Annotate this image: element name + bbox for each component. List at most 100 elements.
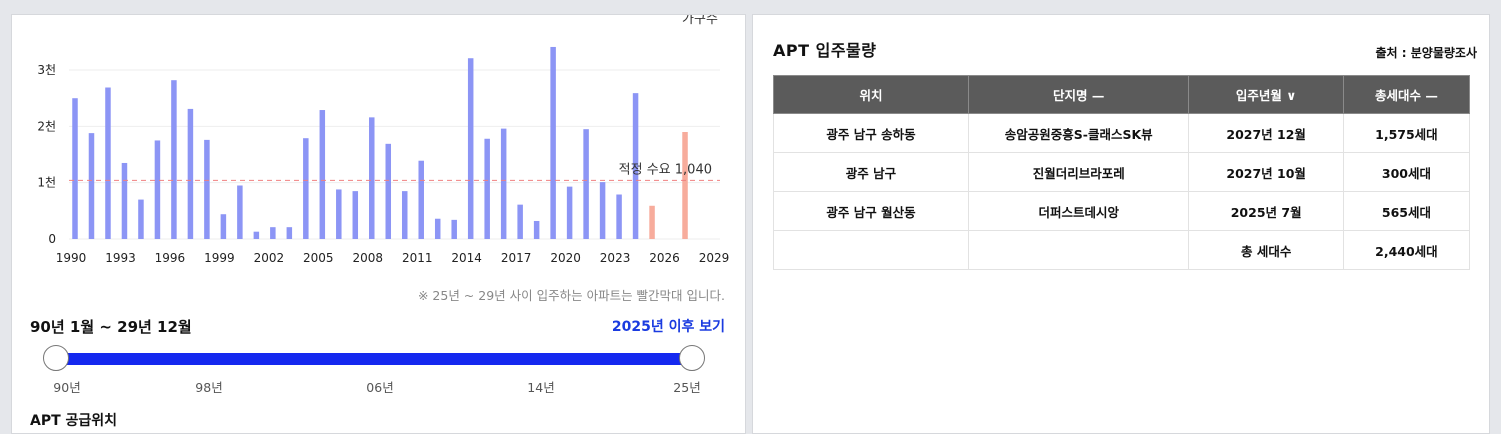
slider-tick-label: 14년 bbox=[527, 380, 555, 395]
bar-2025 bbox=[649, 205, 655, 239]
bar-2011 bbox=[418, 160, 424, 239]
cell-location: 광주 남구 bbox=[773, 152, 969, 192]
cell-complex: 더퍼스트데시앙 bbox=[967, 191, 1190, 231]
x-tick-label: 1999 bbox=[204, 251, 235, 265]
apt-table: 위치 단지명 — 입주년월 ∨ 총세대수 — 광주 남구 송하동 송암공원중흥S… bbox=[773, 75, 1471, 270]
x-tick-label: 1990 bbox=[56, 251, 87, 265]
cell-units: 1,575세대 bbox=[1342, 113, 1471, 153]
bar-2024 bbox=[632, 93, 639, 239]
bar-2016 bbox=[500, 128, 507, 239]
x-tick-label: 2008 bbox=[352, 251, 383, 265]
bar-2007 bbox=[352, 191, 359, 239]
col-location-label: 위치 bbox=[859, 88, 883, 103]
x-tick-label: 2023 bbox=[600, 251, 631, 265]
cell-date: 2027년 12월 bbox=[1188, 113, 1344, 153]
col-units-header[interactable]: 총세대수 — bbox=[1342, 75, 1471, 114]
bar-2009 bbox=[385, 143, 392, 239]
slider-tick-label: 98년 bbox=[195, 380, 223, 395]
bar-2000 bbox=[237, 185, 243, 239]
bar-2014 bbox=[467, 58, 474, 239]
bar-2020 bbox=[566, 186, 573, 239]
bar-2003 bbox=[286, 227, 293, 239]
range-slider-end-handle[interactable] bbox=[679, 345, 705, 371]
bar-2002 bbox=[270, 227, 276, 239]
cell-complex: 진월더리브라포레 bbox=[967, 152, 1190, 192]
table-row: 광주 남구 진월더리브라포레 2027년 10월 300세대 bbox=[773, 152, 1471, 192]
supply-location-title: APT 공급위치 bbox=[30, 413, 118, 429]
col-location-header: 위치 bbox=[773, 75, 969, 114]
x-tick-label: 2020 bbox=[550, 251, 581, 265]
y-tick-label: 0 bbox=[48, 232, 56, 246]
slider-tick-label: 90년 bbox=[53, 380, 81, 395]
range-slider-track[interactable] bbox=[56, 353, 692, 365]
table-header-row: 위치 단지명 — 입주년월 ∨ 총세대수 — bbox=[773, 75, 1471, 114]
bar-1990 bbox=[72, 98, 78, 239]
apt-title: APT 입주물량 bbox=[773, 41, 877, 60]
bar-1991 bbox=[88, 133, 95, 239]
col-complex-label[interactable]: 단지명 — bbox=[1053, 88, 1105, 103]
bar-2019 bbox=[550, 46, 556, 239]
bar-1999 bbox=[220, 214, 227, 239]
y-tick-label: 1천 bbox=[37, 175, 56, 190]
bar-2001 bbox=[253, 231, 260, 239]
bar-1994 bbox=[138, 199, 144, 239]
col-complex-header[interactable]: 단지명 — bbox=[967, 75, 1190, 114]
bar-1997 bbox=[187, 108, 194, 240]
bar-2008 bbox=[369, 117, 375, 239]
bar-1992 bbox=[105, 87, 111, 239]
x-tick-label: 2011 bbox=[402, 251, 433, 265]
bar-1993 bbox=[121, 162, 128, 239]
x-tick-label: 2029 bbox=[699, 251, 730, 265]
cell-total-units: 2,440세대 bbox=[1342, 230, 1471, 270]
slider-tick-label: 06년 bbox=[366, 380, 394, 395]
bar-2021 bbox=[583, 129, 589, 239]
bar-1995 bbox=[154, 140, 161, 239]
table-row: 광주 남구 월산동 더퍼스트데시앙 2025년 7월 565세대 bbox=[773, 191, 1471, 231]
reference-label: 적정 수요 1,040 bbox=[619, 162, 712, 177]
bar-2005 bbox=[319, 110, 326, 240]
chart-note: ※ 25년 ~ 29년 사이 입주하는 아파트는 빨간막대 입니다. bbox=[417, 288, 725, 303]
cell-location: 광주 남구 송하동 bbox=[773, 113, 969, 153]
x-tick-label: 2026 bbox=[649, 251, 680, 265]
x-tick-label: 1996 bbox=[155, 251, 186, 265]
x-tick-label: 2002 bbox=[254, 251, 285, 265]
cell-date: 2027년 10월 bbox=[1188, 152, 1344, 192]
legend-label: 가구수 bbox=[682, 15, 718, 27]
cell-complex: 송암공원중흥S-클래스SK뷰 bbox=[967, 113, 1190, 153]
slider-tick-label: 25년 bbox=[673, 380, 701, 395]
cell-date: 2025년 7월 bbox=[1188, 191, 1344, 231]
cell-units: 565세대 bbox=[1342, 191, 1471, 231]
bar-2023 bbox=[616, 194, 622, 239]
col-date-header[interactable]: 입주년월 ∨ bbox=[1188, 75, 1344, 114]
bar-2027 bbox=[682, 132, 688, 239]
range-title: 90년 1월 ~ 29년 12월 bbox=[30, 318, 192, 336]
apt-moving-panel: APT 입주물량 출처 : 분양물량조사 위치 단지명 — 입주년월 ∨ 총세대… bbox=[752, 14, 1490, 434]
y-tick-label: 2천 bbox=[37, 118, 56, 133]
cell-empty bbox=[773, 230, 969, 270]
bar-2022 bbox=[599, 182, 606, 239]
bar-1998 bbox=[204, 139, 210, 239]
bar-2017 bbox=[517, 204, 523, 239]
x-tick-label: 2017 bbox=[501, 251, 532, 265]
cell-location: 광주 남구 월산동 bbox=[773, 191, 969, 231]
bar-2006 bbox=[336, 189, 342, 239]
bar-2010 bbox=[401, 191, 408, 239]
cell-empty bbox=[967, 230, 1190, 270]
bar-2012 bbox=[434, 218, 441, 239]
cell-units: 300세대 bbox=[1342, 152, 1471, 192]
y-tick-label: 3천 bbox=[37, 62, 56, 77]
bar-2018 bbox=[533, 220, 540, 239]
table-total-row: 총 세대수 2,440세대 bbox=[773, 230, 1471, 270]
x-tick-label: 2005 bbox=[303, 251, 334, 265]
source-label: 출처 : 분양물량조사 bbox=[1375, 46, 1477, 60]
x-tick-label: 1993 bbox=[105, 251, 136, 265]
x-tick-label: 2014 bbox=[451, 251, 482, 265]
bar-1996 bbox=[171, 80, 177, 239]
table-row: 광주 남구 송하동 송암공원중흥S-클래스SK뷰 2027년 12월 1,575… bbox=[773, 113, 1471, 153]
col-date-label[interactable]: 입주년월 ∨ bbox=[1235, 88, 1297, 103]
range-slider-start-handle[interactable] bbox=[43, 345, 69, 371]
view-after-2025-link[interactable]: 2025년 이후 보기 bbox=[611, 319, 725, 335]
col-units-label[interactable]: 총세대수 — bbox=[1374, 88, 1438, 103]
